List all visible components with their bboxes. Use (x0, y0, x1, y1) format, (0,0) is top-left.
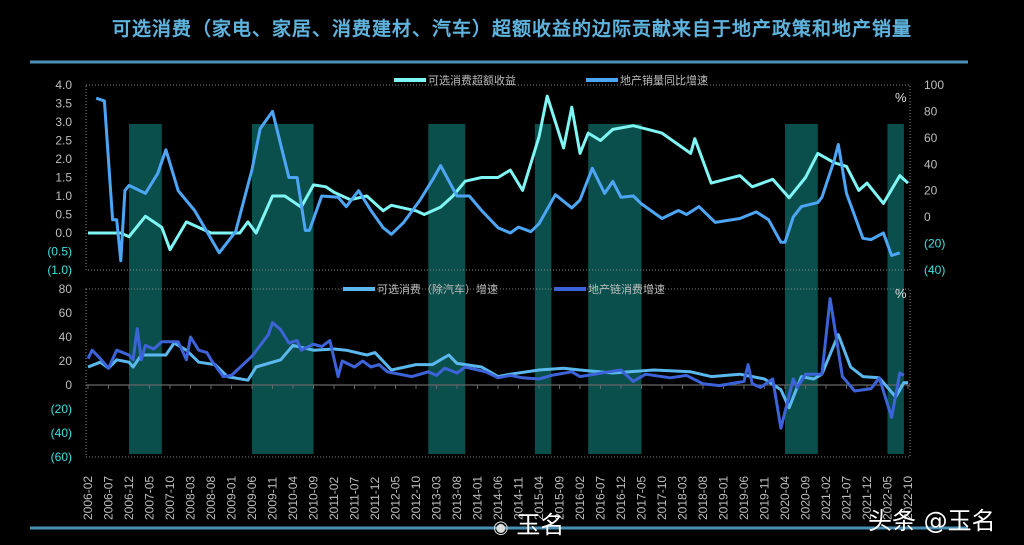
x-tick-label: 2021-02 (819, 476, 833, 520)
series-line-excess-return (88, 94, 910, 252)
x-tick-label: 2006-02 (81, 476, 95, 520)
bottom-left-tick-label: 0 (65, 378, 72, 392)
bottom-left-tick-label: 40 (59, 330, 73, 344)
x-tick-label: 2020-09 (799, 476, 813, 520)
top-right-tick-label: (20) (924, 237, 945, 251)
x-tick-label: 2015-09 (553, 476, 567, 520)
x-tick-label: 2019-11 (758, 477, 772, 520)
weibo-watermark-text: 玉名 (516, 511, 565, 539)
weibo-icon: ◉ (493, 517, 509, 538)
bottom-left-tick-label: (40) (51, 426, 72, 440)
top-left-tick-label: 4.0 (55, 78, 72, 92)
top-left-tick-label: 1.0 (55, 189, 72, 203)
top-left-tick-label: (1.0) (47, 263, 72, 277)
x-tick-label: 2006-12 (122, 476, 136, 520)
bottom-unit-label: % (895, 286, 907, 301)
x-tick-label: 2016-07 (594, 476, 608, 520)
top-left-tick-label: 0.5 (55, 208, 72, 222)
bottom-left-tick-label: (60) (51, 450, 72, 464)
x-tick-label: 2011-02 (327, 477, 341, 520)
x-tick-label: 2015-04 (532, 476, 546, 520)
x-tick-label: 2008-03 (184, 476, 198, 520)
x-tick-label: 2016-02 (573, 476, 587, 520)
x-tick-label: 2018-03 (676, 476, 690, 520)
x-tick-label: 2021-12 (860, 476, 874, 520)
x-tick-label: 2021-07 (840, 476, 854, 520)
x-tick-label: 2009-11 (266, 477, 280, 520)
top-right-tick-label: 100 (924, 78, 944, 92)
legend-excess-return-label: 可选消费超额收益 (428, 73, 516, 87)
x-tick-label: 2018-08 (696, 476, 710, 520)
top-left-tick-label: 2.0 (55, 152, 72, 166)
x-tick-label: 2019-01 (717, 476, 731, 520)
bottom-left-tick-label: 20 (59, 354, 73, 368)
legend-property-chain-label: 地产链消费增速 (588, 282, 665, 296)
x-tick-label: 2022-10 (901, 476, 915, 520)
chart-title: 可选消费（家电、家居、消费建材、汽车）超额收益的边际贡献来自于地产政策和地产销量 (111, 18, 912, 40)
top-right-tick-label: (40) (924, 263, 945, 277)
top-left-tick-label: 2.5 (55, 134, 72, 148)
x-tick-label: 2020-04 (778, 476, 792, 520)
x-tick-label: 2010-09 (307, 476, 321, 520)
x-tick-label: 2012-05 (389, 476, 403, 520)
series-line-discretionary-ex-auto-growth (87, 333, 908, 410)
x-tick-label: 2014-11 (512, 477, 526, 520)
x-tick-label: 2022-05 (881, 476, 895, 520)
x-tick-label: 2008-08 (204, 476, 218, 520)
x-tick-label: 2011-07 (348, 477, 362, 520)
x-tick-label: 2010-04 (286, 476, 300, 520)
top-right-tick-label: 20 (924, 184, 938, 198)
x-tick-label: 2017-10 (655, 476, 669, 520)
top-right-tick-label: 40 (924, 157, 938, 171)
x-tick-label: 2014-06 (491, 476, 505, 520)
bottom-left-tick-label: (20) (51, 402, 72, 416)
top-left-tick-label: 3.0 (55, 115, 72, 129)
legend-discretionary-ex-auto-label: 可选消费（除汽车）增速 (377, 282, 498, 296)
x-tick-label: 2012-10 (409, 476, 423, 520)
x-tick-label: 2017-05 (635, 476, 649, 520)
x-tick-label: 2009-06 (245, 476, 259, 520)
top-right-tick-label: 0 (924, 210, 931, 224)
top-plot-frame (85, 84, 911, 271)
x-tick-label: 2006-07 (102, 476, 116, 520)
x-tick-label: 2009-01 (225, 476, 239, 520)
x-tick-label: 2014-01 (471, 476, 485, 520)
top-left-tick-label: 0.0 (55, 226, 72, 240)
top-left-tick-label: (0.5) (47, 245, 72, 259)
x-tick-label: 2007-10 (163, 476, 177, 520)
series-line-property-chain-consumption-growth (86, 297, 905, 430)
bottom-plot-frame (85, 288, 911, 458)
bottom-left-tick-label: 80 (59, 282, 73, 296)
top-unit-label: % (895, 90, 907, 105)
shaded-period-band (252, 124, 314, 454)
x-tick-label: 2011-12 (368, 477, 382, 520)
weibo-watermark: ◉ 玉名 (493, 505, 564, 540)
top-left-tick-label: 3.5 (55, 97, 72, 111)
bottom-left-tick-label: 60 (59, 306, 73, 320)
x-tick-label: 2013-03 (430, 476, 444, 520)
x-tick-label: 2019-06 (737, 476, 751, 520)
x-tick-label: 2013-08 (450, 476, 464, 520)
top-right-tick-label: 60 (924, 131, 938, 145)
top-left-tick-label: 1.5 (55, 171, 72, 185)
top-right-tick-label: 80 (924, 104, 938, 118)
series-line-property-sales-yoy (95, 96, 901, 263)
toutiao-watermark: 头条 @玉名 (868, 507, 996, 535)
legend-property-sales-label: 地产销量同比增速 (620, 73, 708, 87)
x-tick-label: 2007-05 (143, 476, 157, 520)
x-tick-label: 2016-12 (614, 476, 628, 520)
